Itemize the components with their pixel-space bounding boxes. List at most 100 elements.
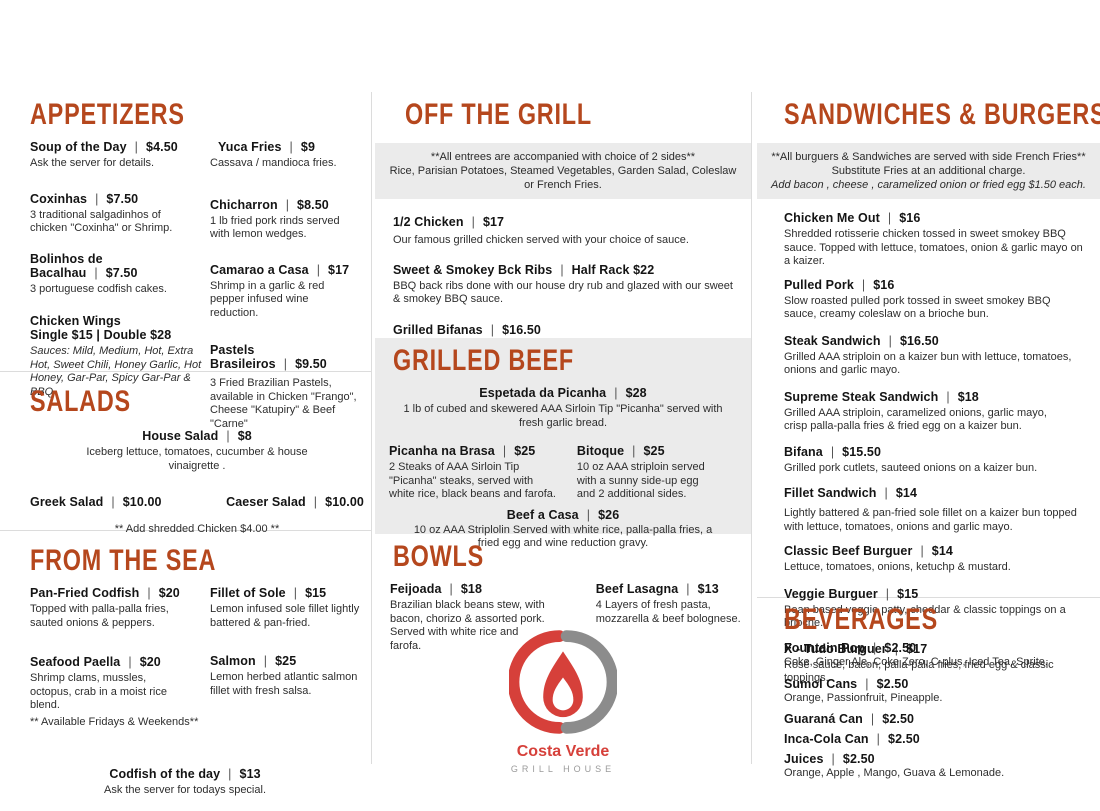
- menu-item: Juices | $2.50 Orange, Apple , Mango, Guav…: [784, 752, 1100, 781]
- item-price: $16: [899, 211, 921, 225]
- pipe-separator: |: [884, 486, 888, 500]
- item-price: $14: [931, 544, 953, 558]
- menu-item: Sumol Cans | $2.50 Orange, Passionfruit, P…: [784, 677, 1100, 706]
- off-the-grill-intro: **All entrees are accompanied with choic…: [375, 143, 751, 199]
- intro-line: Add bacon , cheese , caramelized onion o…: [771, 179, 1086, 191]
- item-name: Picanha na Brasa: [389, 444, 495, 458]
- pipe-separator: |: [128, 655, 132, 669]
- item-price: $16: [873, 277, 895, 292]
- item-price: Half Rack $22: [571, 262, 655, 277]
- item-name: Guaraná Can: [784, 712, 863, 726]
- pipe-separator: |: [94, 265, 98, 280]
- section-beverages: BEVERAGES Fountain Pop | $2.50 Coke, Ginge…: [757, 603, 1100, 795]
- pipe-separator: |: [285, 197, 290, 212]
- item-desc: Grilled AAA striploin on a kaizer bun wi…: [784, 350, 1072, 377]
- item-desc: 3 traditional salgadinhos of chicken "Co…: [30, 208, 173, 235]
- pipe-separator: |: [95, 191, 99, 206]
- pipe-separator: |: [490, 322, 495, 337]
- menu-item: Pan-Fried Codfish | $20 Topped with palla-…: [30, 586, 210, 630]
- menu-item: Seafood Paella | $20 Shrimp clams, mussles…: [30, 655, 210, 729]
- intro-line: **All burguers & Sandwiches are served w…: [771, 151, 1086, 163]
- item-desc: Orange, Passionfruit, Pineapple.: [784, 691, 943, 704]
- menu-item: Espetada da Picanha | $28 1 lb of cubed an…: [375, 386, 751, 430]
- flame-logo-icon: [507, 630, 619, 734]
- menu-item: Feijoada | $18 Brazilian black beans stew,…: [390, 582, 596, 653]
- off-the-grill-title: OFF THE GRILL: [405, 98, 592, 131]
- item-desc: Shrimp in a garlic & red pepper infused …: [210, 279, 325, 319]
- item-price: $20: [139, 655, 161, 669]
- item-price: $10.00: [325, 495, 364, 509]
- menu-item: Coxinhas | $7.50 3 traditional salgadinhos…: [30, 192, 210, 236]
- menu-item: Steak Sandwich | $16.50 Grilled AAA stripl…: [784, 334, 1100, 378]
- pipe-separator: |: [686, 582, 690, 596]
- menu-item: Fillet Sandwich | $14 Lightly battered & p…: [784, 486, 1100, 534]
- item-price: $17: [906, 641, 928, 656]
- section-salads: SALADS House Salad | $8 Iceberg lettuce, t…: [30, 385, 364, 535]
- bowls-title: BOWLS: [393, 540, 484, 573]
- item-price: $2.50: [888, 732, 920, 746]
- pipe-separator: |: [888, 333, 892, 348]
- item-desc: Brazilian black beans stew, with bacon, …: [390, 599, 545, 652]
- menu-item: Classic Beef Burguer | $14 Lettuce, tomato…: [784, 544, 1100, 575]
- from-the-sea-title: FROM THE SEA: [30, 544, 217, 577]
- item-price: $26: [598, 507, 620, 522]
- pipe-separator: |: [873, 641, 877, 655]
- menu-item: Sweet & Smokey Bck Ribs | Half Rack $22 BB…: [393, 263, 751, 307]
- item-name: Caeser Salad: [226, 495, 306, 509]
- menu-item: Beef a Casa | $26 10 oz AAA Striplolin Ser…: [375, 508, 751, 551]
- item-name: Fountain Pop: [784, 641, 866, 655]
- menu-item: Caeser Salad | $10.00: [226, 495, 364, 509]
- item-desc: 10 oz AAA Striplolin Served with white r…: [413, 523, 713, 550]
- item-price: $13: [239, 767, 261, 781]
- item-price: $2.50: [884, 641, 917, 655]
- item-price: $15: [305, 586, 327, 600]
- pipe-separator: |: [316, 262, 321, 277]
- item-note: ** Available Fridays & Weekends**: [30, 715, 199, 728]
- item-name: Bitoque: [576, 444, 625, 458]
- pipe-separator: |: [226, 429, 230, 443]
- section-bowls: BOWLS Feijoada | $18 Brazilian black beans…: [375, 540, 751, 653]
- item-desc: 1 lb of cubed and skewered AAA Sirloin T…: [403, 403, 723, 429]
- sandwiches-intro: **All burguers & Sandwiches are served w…: [757, 143, 1100, 199]
- sandwiches-title: SANDWICHES & BURGERS: [784, 98, 1100, 131]
- intro-line: **All entrees are accompanied with choic…: [430, 151, 696, 163]
- item-price: $9: [300, 140, 316, 154]
- item-name: 1/2 Chicken: [393, 215, 464, 229]
- logo: Costa Verde GRILL HOUSE: [375, 628, 751, 774]
- pipe-separator: |: [313, 495, 318, 509]
- pipe-separator: |: [449, 582, 453, 596]
- item-name: Soup of the Day: [30, 140, 127, 154]
- item-desc: 4 Layers of fresh pasta, mozzarella & be…: [595, 599, 741, 625]
- item-price: $18: [957, 389, 979, 404]
- pipe-separator: |: [885, 586, 890, 601]
- menu-item: Veggie Burguer | $15 Bean based veggie pat…: [784, 587, 1100, 631]
- item-desc: Grilled AAA striploin, caramelized onion…: [784, 406, 1047, 433]
- column-divider: [751, 92, 752, 764]
- item-price: $25: [643, 444, 665, 458]
- item-name: Beef Lasagna: [595, 582, 679, 596]
- item-name: Bifana: [784, 444, 823, 459]
- menu-item: House Salad | $8 Iceberg lettuce, tomatoes…: [30, 429, 364, 473]
- item-name: Codfish of the day: [109, 767, 221, 781]
- item-desc: 10 oz AAA striploin served with a sunny …: [576, 461, 705, 500]
- item-price: $10.00: [122, 495, 162, 509]
- menu-item: Beef Lasagna | $13 4 Layers of fresh pasta…: [596, 582, 751, 653]
- beverages-title: BEVERAGES: [784, 603, 938, 636]
- item-name: Chicken Wings: [30, 314, 121, 328]
- menu-item: Chicharron | $8.50 1 lb fried pork rinds s…: [210, 198, 364, 242]
- item-name: Juices: [784, 752, 824, 766]
- item-price: $8.50: [297, 197, 329, 212]
- item-desc: Coke, Ginger Ale, Coke Zero, C-plus, Ice…: [784, 656, 1048, 668]
- intro-line: Substitute Fries at an additional charge…: [831, 165, 1026, 177]
- item-name: Beef a Casa: [506, 507, 579, 522]
- item-desc: BBQ back ribs done with our house dry ru…: [393, 279, 733, 306]
- item-desc: Slow roasted pulled pork tossed in sweet…: [784, 294, 1051, 321]
- section-divider: [757, 597, 1100, 598]
- grilled-beef-title: GRILLED BEEF: [393, 344, 574, 377]
- item-name: Grilled Bifanas: [393, 322, 483, 337]
- menu-item: Salmon | $25 Lemon herbed atlantic salmon …: [210, 654, 364, 698]
- item-price: $25: [514, 444, 536, 458]
- item-desc: Sauces: Mild, Medium, Hot, Extra Hot, Sw…: [30, 345, 202, 398]
- pipe-separator: |: [865, 676, 869, 691]
